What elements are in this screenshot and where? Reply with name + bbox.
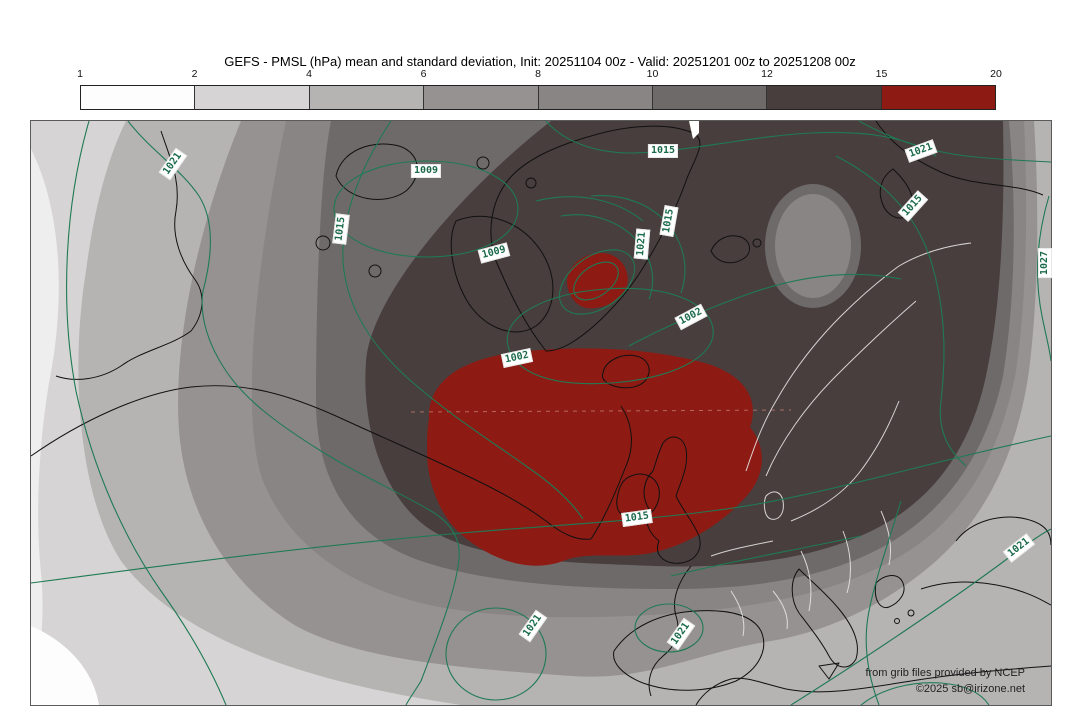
colorbar-tick-label: 20 <box>990 68 1002 80</box>
stddev-shading <box>31 121 1051 705</box>
colorbar-tick-label: 4 <box>306 68 312 80</box>
colorbar-tick-label: 1 <box>77 68 83 80</box>
colorbar-tick-label: 15 <box>875 68 888 80</box>
stddev-max-denmark-strait <box>567 253 628 309</box>
colorbar-segment-4-6 <box>309 86 425 109</box>
map-credits: from grib files provided by NCEP ©2025 s… <box>865 665 1025 697</box>
colorbar-tick-label: 8 <box>535 68 541 80</box>
map-canvas <box>31 121 1051 705</box>
colorbar-segment-6-8 <box>424 86 539 109</box>
colorbar-segment-2-4 <box>195 86 310 109</box>
coastlines-black <box>31 121 1051 705</box>
colorbar-segment-10-12 <box>652 86 768 109</box>
colorbar-segment-8-10 <box>538 86 653 109</box>
colorbar-tick-label: 2 <box>191 68 198 80</box>
colorbar-segment-12-15 <box>767 86 882 109</box>
copyright-credit: ©2025 sb@irizone.net <box>915 683 1025 695</box>
weather-map: 1021 1009 1015 1009 1015 1015 1021 1021 1015 1027… <box>30 120 1052 706</box>
stddev-colorbar <box>80 85 996 110</box>
chart-title: GEFS - PMSL (hPa) mean and standard devi… <box>224 54 856 69</box>
colorbar-tick-label: 10 <box>646 68 659 80</box>
colorbar-segment-15-20 <box>881 86 995 109</box>
colorbar-tick-label: 6 <box>420 68 427 80</box>
ncep-credit: from grib files provided by NCEP <box>865 667 1025 679</box>
stddev-max-main <box>427 348 762 566</box>
map-notch <box>689 121 699 139</box>
colorbar-ticks: 1 2 4 6 8 10 12 15 20 <box>77 68 1002 82</box>
colorbar-segment-1-2 <box>81 86 196 109</box>
latitude-dashed-line <box>410 409 792 413</box>
colorbar-tick-label: 12 <box>761 68 773 80</box>
